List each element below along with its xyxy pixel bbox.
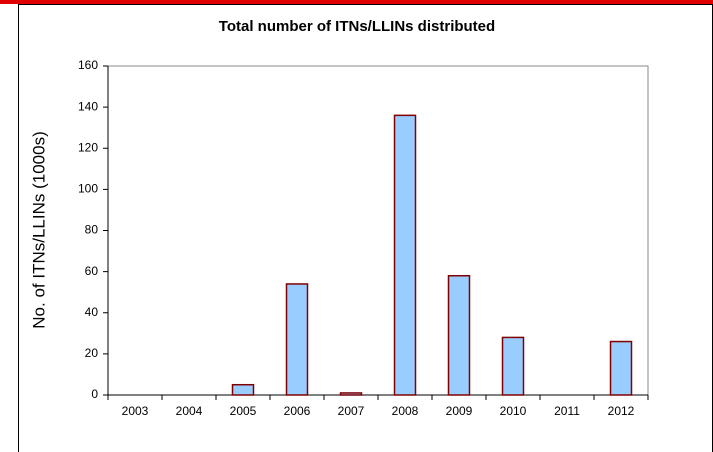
y-tick-label: 0 <box>91 387 98 401</box>
y-tick-label: 100 <box>78 182 98 196</box>
plot-area <box>107 65 649 396</box>
y-tick-label: 140 <box>78 99 98 113</box>
bar <box>393 114 417 396</box>
bar <box>339 392 363 396</box>
x-tick-label: 2009 <box>446 404 473 418</box>
y-axis-label: No. of ITNs/LLINs (1000s) <box>29 131 48 328</box>
bar <box>609 340 633 396</box>
bar <box>285 283 309 396</box>
bar <box>447 274 471 396</box>
x-tick-label: 2005 <box>230 404 257 418</box>
y-tick-label: 160 <box>78 58 98 72</box>
y-tick-label: 80 <box>85 223 99 237</box>
y-tick-label: 20 <box>85 346 99 360</box>
x-tick-label: 2003 <box>122 404 149 418</box>
bar <box>501 336 525 396</box>
x-tick-label: 2006 <box>284 404 311 418</box>
top-bar <box>0 0 713 4</box>
frame <box>18 4 713 452</box>
y-tick-label: 60 <box>85 264 99 278</box>
x-tick-label: 2004 <box>176 404 203 418</box>
x-tick-label: 2011 <box>554 404 580 418</box>
y-tick-label: 120 <box>78 140 98 154</box>
y-tick-label: 40 <box>85 305 99 319</box>
x-tick-label: 2010 <box>500 404 527 418</box>
chart-title: Total number of ITNs/LLINs distributed <box>219 18 495 35</box>
x-tick-label: 2008 <box>392 404 419 418</box>
bar <box>231 383 255 396</box>
x-tick-label: 2007 <box>338 404 365 418</box>
x-tick-label: 2012 <box>608 404 635 418</box>
